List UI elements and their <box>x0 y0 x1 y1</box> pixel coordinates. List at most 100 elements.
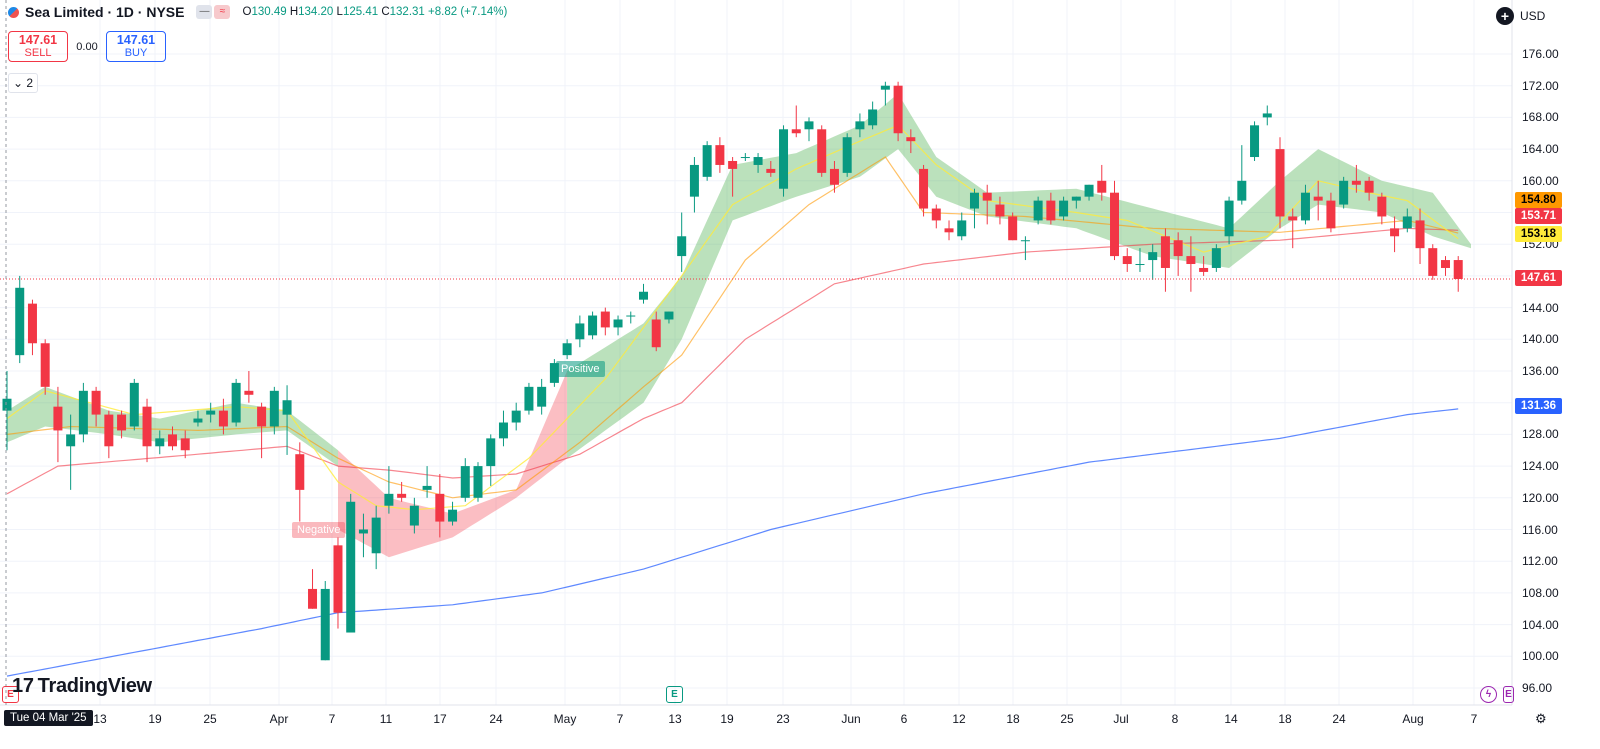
candle <box>549 359 559 387</box>
candle <box>1211 244 1221 272</box>
candle <box>167 426 177 451</box>
candle <box>53 386 63 463</box>
candle <box>1364 176 1374 201</box>
add-plus-icon[interactable]: + <box>1496 7 1514 25</box>
price-scale-label: 104.00 <box>1522 617 1559 632</box>
candle <box>129 378 139 431</box>
price-scale-label: 172.00 <box>1522 78 1559 93</box>
time-scale-label: 11 <box>379 712 393 726</box>
candle <box>1300 184 1310 225</box>
candle <box>702 141 712 181</box>
candle-body <box>384 493 394 506</box>
price-scale-label: 124.00 <box>1522 459 1559 474</box>
candle-body <box>231 382 241 423</box>
candle <box>1275 137 1285 229</box>
candle <box>791 105 801 138</box>
candle-body <box>422 485 432 490</box>
candle <box>626 311 636 324</box>
candle-body <box>689 164 699 197</box>
candle <box>40 339 50 395</box>
currency-label[interactable]: USD <box>1520 9 1546 23</box>
candle-body <box>371 517 381 554</box>
candle <box>409 497 419 534</box>
sell-button[interactable]: 147.61 SELL <box>8 31 68 62</box>
price-scale-label: 140.00 <box>1522 332 1559 347</box>
candle <box>664 311 674 324</box>
candle <box>155 430 165 455</box>
candle-body <box>1288 216 1298 221</box>
candle-body <box>1160 236 1170 268</box>
event-flag-icon[interactable]: E <box>1503 686 1514 703</box>
time-scale-label: Jul <box>1113 712 1129 726</box>
lightning-event-icon[interactable]: ϟ <box>1480 686 1497 703</box>
indicators-toggle[interactable]: ⌄ 2 <box>8 73 39 93</box>
candle-body <box>651 319 661 348</box>
candle <box>1071 196 1081 209</box>
price-scale-label: 164.00 <box>1522 142 1559 157</box>
candle-body <box>244 390 254 395</box>
settings-gear-icon[interactable]: ⚙ <box>1535 711 1547 726</box>
candle-body <box>1097 180 1107 193</box>
candle-body <box>498 422 508 439</box>
price-tag: 153.18 <box>1515 226 1562 242</box>
candle <box>15 275 25 364</box>
minus-icon[interactable]: — <box>196 5 213 19</box>
candle <box>1377 192 1387 225</box>
candle <box>1313 180 1323 221</box>
candle-body <box>969 192 979 209</box>
candle <box>600 307 610 336</box>
candle-body <box>600 311 610 328</box>
candle <box>779 125 789 197</box>
time-scale-label: 13 <box>668 712 682 726</box>
time-scale-label: 18 <box>1278 712 1292 726</box>
candle <box>1402 208 1412 233</box>
candle-body <box>486 438 496 467</box>
candle <box>244 371 254 403</box>
time-scale-label: 12 <box>952 712 966 726</box>
candle <box>893 81 903 142</box>
time-scale-label: 19 <box>720 712 734 726</box>
candle-body <box>868 109 878 126</box>
candle <box>1351 164 1361 193</box>
candle-body <box>1390 228 1400 237</box>
candle-body <box>626 315 636 317</box>
price-tag: 131.36 <box>1515 398 1562 414</box>
visibility-toggles[interactable]: — ≈ <box>196 5 231 19</box>
candle <box>27 299 37 356</box>
candle-body <box>129 382 139 427</box>
candle <box>1033 196 1043 225</box>
candle-body <box>880 85 890 90</box>
candle <box>180 430 190 459</box>
candle-body <box>193 418 203 423</box>
candle <box>1326 192 1336 233</box>
candle <box>104 410 114 459</box>
time-scale-label: 25 <box>203 712 217 726</box>
wave-icon[interactable]: ≈ <box>214 5 231 19</box>
candle <box>537 378 547 415</box>
candle-body <box>524 386 534 411</box>
candle <box>1135 248 1145 272</box>
candle-body <box>78 390 88 435</box>
symbol-title[interactable]: Sea Limited · 1D · NYSE <box>25 4 185 20</box>
candle <box>422 466 432 498</box>
candle-body <box>1440 260 1450 268</box>
candle <box>1262 105 1272 126</box>
candle-body <box>957 220 967 237</box>
candle <box>1250 121 1260 161</box>
candle-body <box>1275 149 1285 217</box>
candle-body <box>1046 200 1056 221</box>
candle-body <box>1148 252 1158 261</box>
tradingview-mark-icon: 17 <box>12 675 34 697</box>
earnings-event-icon[interactable]: E <box>666 686 683 703</box>
cursor-date-label: Tue 04 Mar '25 <box>4 710 93 726</box>
candle <box>269 386 279 435</box>
candle-body <box>982 192 992 201</box>
candle-body <box>27 303 37 344</box>
candle <box>944 220 954 241</box>
buy-button[interactable]: 147.61 BUY <box>106 31 166 62</box>
candle <box>1084 184 1094 201</box>
earnings-event-icon[interactable]: E <box>2 686 19 703</box>
candle <box>295 442 305 522</box>
candle-body <box>15 287 25 356</box>
